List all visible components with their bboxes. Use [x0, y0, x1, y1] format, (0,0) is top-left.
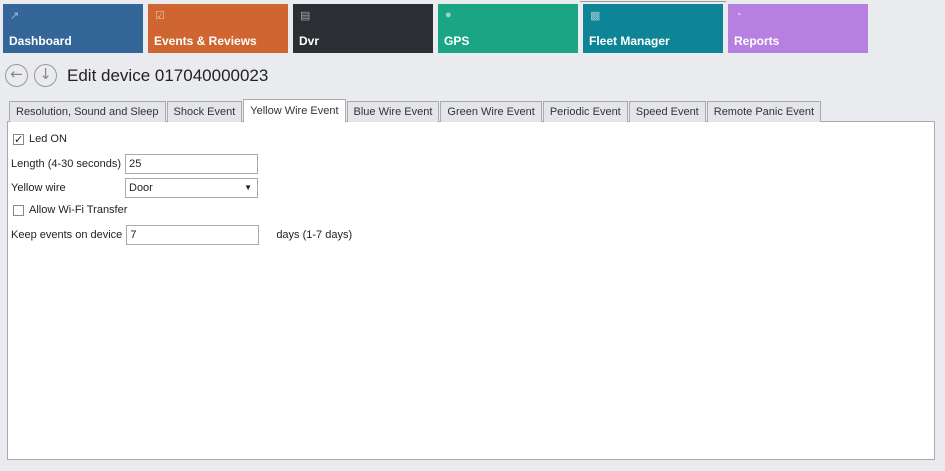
chart-line-icon: ↗ [10, 10, 20, 22]
led-on-checkbox[interactable]: ✓ [13, 132, 24, 146]
length-input[interactable]: 25 [125, 154, 259, 174]
tile-label: Dvr [299, 34, 320, 48]
yellow-wire-select[interactable]: Door ▼ [125, 178, 258, 198]
map-pin-icon: ● [445, 9, 452, 21]
tile-label: Dashboard [9, 34, 72, 48]
wifi-transfer-label: Allow Wi-Fi Transfer [29, 204, 128, 216]
tile-label: Reports [734, 34, 780, 48]
tile-gps[interactable]: ● GPS [438, 4, 578, 53]
tile-dashboard[interactable]: ↗ Dashboard [3, 4, 143, 53]
wifi-transfer-checkbox[interactable] [13, 204, 24, 216]
keep-events-suffix: days (1-7 days) [276, 229, 353, 241]
tab-shock-event[interactable]: Shock Event [166, 101, 243, 122]
back-button[interactable]: ← [5, 64, 28, 87]
keep-events-label: Keep events on device [11, 229, 123, 241]
tile-fleet-manager[interactable]: ▩ Fleet Manager [583, 4, 723, 53]
yellow-wire-label: Yellow wire [11, 182, 66, 194]
tile-label: Events & Reviews [154, 34, 257, 48]
page-title: Edit device 017040000023 [67, 66, 269, 85]
chevron-down-icon: ▼ [244, 183, 252, 192]
tab-remote-panic-event[interactable]: Remote Panic Event [706, 101, 822, 122]
tab-green-wire-event[interactable]: Green Wire Event [440, 101, 542, 122]
clipboard-check-icon: ☑ [155, 10, 165, 22]
tile-dvr[interactable]: ▤ Dvr [293, 4, 433, 53]
yellow-wire-form: ✓ Led ON Length (4-30 seconds) 25 Yellow… [11, 131, 352, 249]
keep-events-input[interactable]: 7 [126, 225, 260, 245]
pie-chart-icon: ◔ [735, 9, 742, 21]
led-on-label: Led ON [29, 133, 67, 145]
tab-blue-wire-event[interactable]: Blue Wire Event [346, 101, 440, 122]
cars-icon: ▩ [590, 10, 601, 22]
tab-bar: Resolution, Sound and Sleep Shock Event Ye… [9, 99, 822, 122]
fleet-manager-indicator [580, 1, 726, 2]
tile-label: GPS [444, 34, 470, 48]
tab-panel [7, 121, 935, 460]
length-label: Length (4-30 seconds) [11, 158, 122, 170]
tab-speed-event[interactable]: Speed Event [628, 101, 706, 122]
down-button[interactable]: ↓ [34, 64, 57, 87]
dvr-logo-icon: ▤ [300, 10, 311, 22]
tile-events-reviews[interactable]: ☑ Events & Reviews [148, 4, 288, 53]
tab-yellow-wire-event[interactable]: Yellow Wire Event [243, 99, 346, 122]
yellow-wire-value: Door [129, 182, 153, 194]
tab-resolution-sound-and-sleep[interactable]: Resolution, Sound and Sleep [9, 101, 166, 122]
tile-label: Fleet Manager [589, 34, 670, 48]
tile-reports[interactable]: ◔ Reports [728, 4, 868, 53]
tab-periodic-event[interactable]: Periodic Event [542, 101, 628, 122]
